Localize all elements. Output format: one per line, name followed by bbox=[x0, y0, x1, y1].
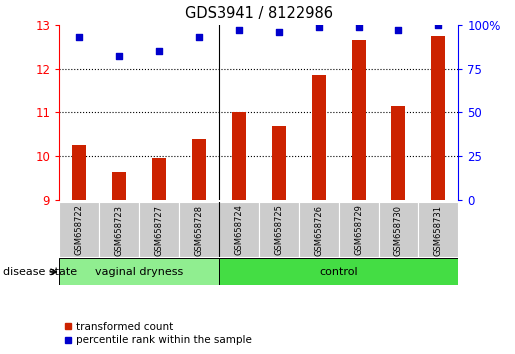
Bar bbox=[232, 113, 246, 200]
Text: disease state: disease state bbox=[3, 267, 77, 277]
Bar bbox=[179, 202, 219, 257]
Bar bbox=[339, 202, 379, 257]
Bar bbox=[59, 202, 99, 257]
Point bbox=[274, 29, 283, 35]
Text: GSM658724: GSM658724 bbox=[234, 205, 243, 255]
Bar bbox=[219, 258, 458, 285]
Bar bbox=[59, 258, 219, 285]
Point bbox=[434, 22, 442, 28]
Text: GSM658731: GSM658731 bbox=[434, 205, 443, 256]
Text: GSM658729: GSM658729 bbox=[354, 205, 363, 255]
Point bbox=[195, 34, 203, 40]
Text: GSM658730: GSM658730 bbox=[394, 205, 403, 256]
Bar bbox=[272, 126, 286, 200]
Bar bbox=[192, 139, 206, 200]
Point bbox=[315, 24, 323, 29]
Point bbox=[155, 48, 163, 54]
Text: GSM658726: GSM658726 bbox=[314, 205, 323, 256]
Bar bbox=[352, 40, 366, 200]
Legend: transformed count, percentile rank within the sample: transformed count, percentile rank withi… bbox=[64, 322, 252, 345]
Text: vaginal dryness: vaginal dryness bbox=[95, 267, 183, 277]
Title: GDS3941 / 8122986: GDS3941 / 8122986 bbox=[185, 6, 333, 21]
Bar bbox=[99, 202, 139, 257]
Text: GSM658723: GSM658723 bbox=[115, 205, 124, 256]
Bar bbox=[259, 202, 299, 257]
Text: GSM658722: GSM658722 bbox=[75, 205, 83, 255]
Point bbox=[115, 53, 123, 59]
Bar bbox=[418, 202, 458, 257]
Bar bbox=[379, 202, 418, 257]
Point bbox=[235, 27, 243, 33]
Bar bbox=[299, 202, 339, 257]
Text: control: control bbox=[319, 267, 358, 277]
Bar bbox=[152, 158, 166, 200]
Bar bbox=[219, 202, 259, 257]
Bar bbox=[432, 36, 445, 200]
Text: GSM658725: GSM658725 bbox=[274, 205, 283, 255]
Point bbox=[354, 24, 363, 29]
Bar bbox=[139, 202, 179, 257]
Text: GSM658728: GSM658728 bbox=[195, 205, 203, 256]
Bar bbox=[391, 106, 405, 200]
Bar bbox=[72, 145, 86, 200]
Point bbox=[394, 27, 403, 33]
Bar bbox=[312, 75, 325, 200]
Point bbox=[75, 34, 83, 40]
Bar bbox=[112, 172, 126, 200]
Text: GSM658727: GSM658727 bbox=[154, 205, 163, 256]
